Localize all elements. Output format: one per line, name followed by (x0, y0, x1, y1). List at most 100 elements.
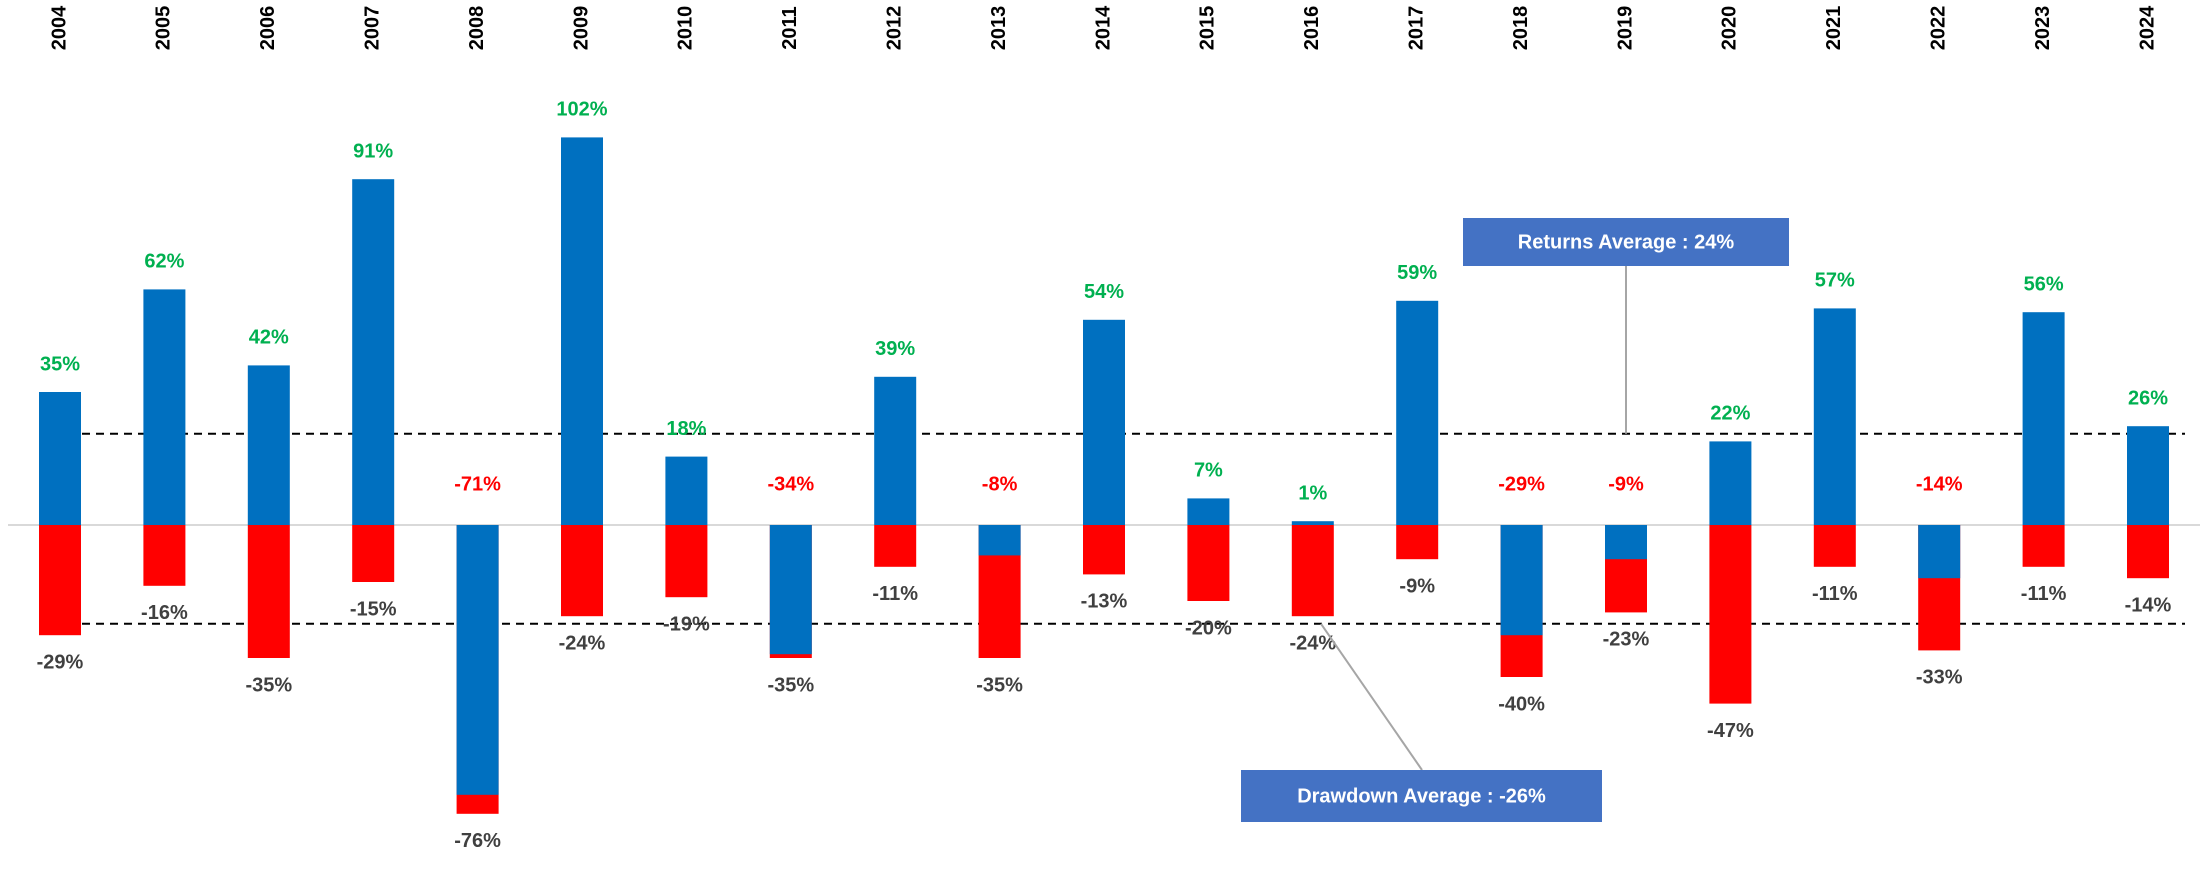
return-label: 39% (875, 338, 915, 360)
return-label: -71% (454, 473, 501, 495)
drawdown-label: -14% (2125, 594, 2172, 616)
return-label: -8% (982, 473, 1018, 495)
x-tick-label: 2016 (1301, 6, 1323, 51)
drawdown-bar (874, 525, 917, 567)
drawdown-label: -35% (245, 674, 292, 696)
x-tick-label: 2006 (257, 6, 279, 51)
drawdown-bar (247, 525, 290, 658)
return-bar (247, 365, 290, 525)
return-bar (1500, 525, 1543, 636)
return-label: -9% (1608, 473, 1644, 495)
drawdown-bar (39, 525, 81, 636)
return-bar (1813, 308, 1856, 525)
return-label: -14% (1916, 473, 1963, 495)
x-tick-label: 2021 (1823, 6, 1845, 51)
drawdown-label: -19% (663, 613, 710, 635)
return-bar (1187, 498, 1230, 525)
drawdown-bar (1291, 525, 1334, 617)
return-bar (1605, 525, 1647, 560)
annotation-box (1241, 770, 1602, 822)
return-label: 54% (1084, 281, 1124, 303)
drawdown-label: -24% (559, 632, 606, 654)
annotation-text: Drawdown Average : -26% (1297, 785, 1546, 807)
drawdown-label: -35% (976, 674, 1023, 696)
return-bar (39, 392, 81, 525)
return-bar (143, 289, 186, 525)
return-bar (769, 525, 812, 655)
return-label: -34% (767, 473, 814, 495)
drawdown-label: -9% (1399, 575, 1435, 597)
return-bar (352, 179, 395, 525)
x-tick-label: 2013 (988, 6, 1010, 51)
return-label: 59% (1397, 262, 1437, 284)
drawdown-label: -76% (454, 830, 501, 852)
x-tick-label: 2015 (1197, 6, 1219, 51)
x-tick-label: 2008 (466, 6, 488, 51)
return-label: 7% (1194, 460, 1223, 482)
drawdown-bar (1709, 525, 1752, 704)
return-bar (2022, 312, 2065, 525)
x-tick-label: 2012 (883, 6, 905, 51)
x-tick-label: 2020 (1719, 6, 1741, 51)
x-tick-label: 2010 (675, 6, 697, 51)
return-bar (2127, 426, 2169, 525)
return-bar (456, 525, 499, 795)
x-tick-label: 2018 (1510, 6, 1532, 51)
annotation-connector (1320, 623, 1423, 771)
drawdown-label: -11% (872, 583, 918, 605)
drawdown-label: -33% (1916, 667, 1963, 689)
x-tick-label: 2024 (2136, 5, 2158, 50)
return-bar (665, 456, 708, 525)
drawdown-label: -13% (1081, 591, 1128, 613)
x-tick-label: 2023 (2032, 6, 2054, 51)
drawdown-bar (665, 525, 708, 598)
x-tick-label: 2014 (1092, 5, 1114, 50)
drawdown-label: -35% (767, 674, 814, 696)
return-bar (978, 525, 1021, 556)
drawdown-label: -29% (37, 651, 84, 673)
drawdown-bar (1187, 525, 1230, 601)
return-bar (561, 137, 603, 525)
return-bar (1083, 319, 1125, 525)
x-tick-label: 2019 (1614, 6, 1636, 51)
return-bar (1709, 441, 1752, 525)
drawdown-label: -47% (1707, 720, 1754, 742)
return-label: 57% (1815, 270, 1855, 292)
drawdown-label: -23% (1603, 629, 1650, 651)
x-tick-label: 2011 (779, 6, 801, 49)
return-label: -29% (1498, 473, 1545, 495)
x-tick-label: 2009 (570, 6, 592, 51)
drawdown-bar (352, 525, 395, 582)
return-label: 18% (666, 418, 706, 440)
return-bar (874, 376, 917, 525)
return-label: 62% (144, 251, 184, 273)
return-label: 56% (2024, 273, 2064, 295)
drawdown-label: -15% (350, 598, 397, 620)
drawdown-bar (561, 525, 603, 617)
x-tick-label: 2017 (1405, 6, 1427, 51)
drawdown-label: -11% (2021, 583, 2067, 605)
return-label: 1% (1298, 482, 1327, 504)
drawdown-label: -20% (1185, 617, 1232, 639)
return-label: 35% (40, 353, 80, 375)
drawdown-bar (1396, 525, 1439, 560)
return-label: 22% (1710, 403, 1750, 425)
drawdown-bar (1083, 525, 1125, 575)
drawdown-label: -16% (141, 602, 188, 624)
return-label: 102% (556, 99, 607, 121)
x-tick-label: 2004 (48, 5, 70, 50)
drawdown-bar (143, 525, 186, 586)
drawdown-bar (2022, 525, 2065, 567)
return-label: 26% (2128, 387, 2168, 409)
annotation-text: Returns Average : 24% (1518, 231, 1735, 253)
x-tick-label: 2022 (1927, 6, 1949, 51)
drawdown-label: -40% (1498, 693, 1545, 715)
drawdown-label: -24% (1289, 632, 1336, 654)
return-label: 42% (249, 327, 289, 349)
x-tick-label: 2005 (153, 6, 175, 51)
drawdown-bar (1813, 525, 1856, 567)
annotation-box (1463, 218, 1789, 266)
return-bar (1918, 525, 1961, 579)
